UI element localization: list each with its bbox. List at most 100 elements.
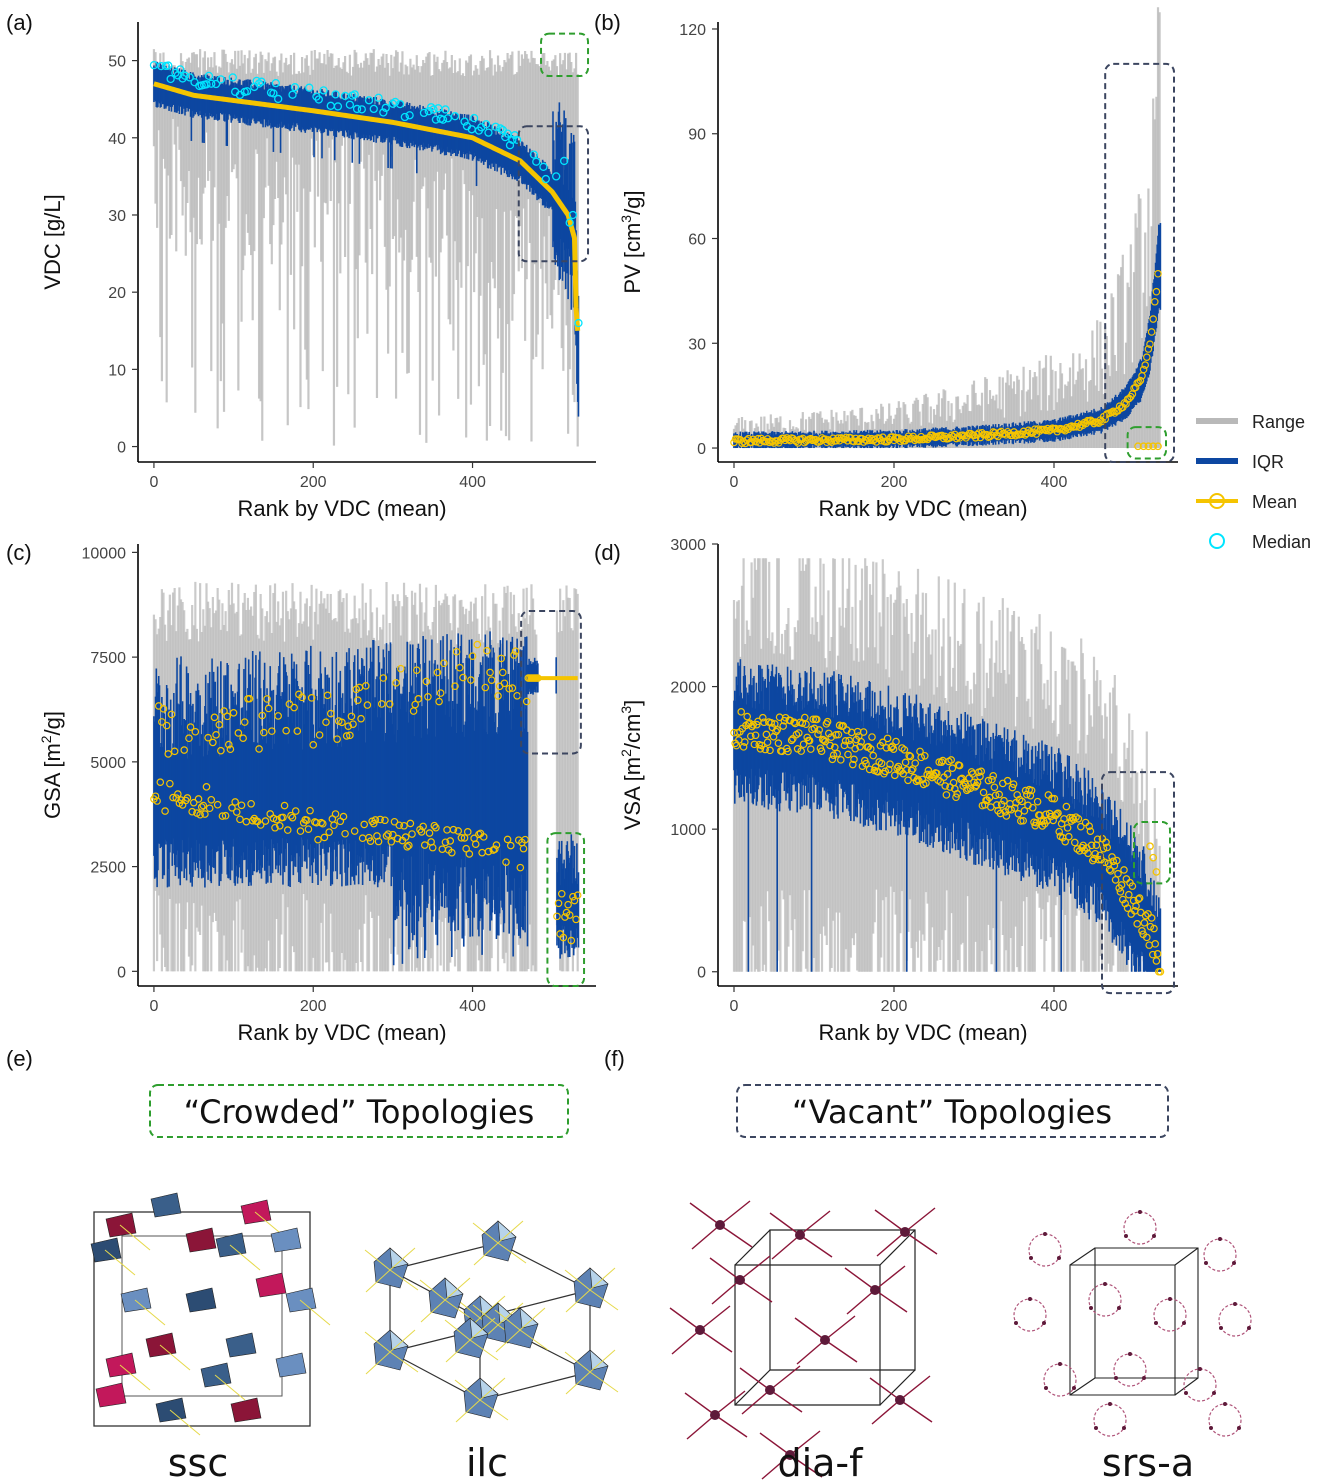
srs-a-ring [1203, 1238, 1237, 1272]
median-point [552, 172, 561, 181]
mean-point [432, 823, 440, 832]
mean-point [307, 694, 316, 702]
median-point [345, 100, 355, 109]
mean-point [342, 732, 351, 740]
ilc-link [589, 1267, 616, 1291]
y-tick-label: 0 [697, 965, 706, 982]
mean-point [170, 747, 179, 756]
mean-point [317, 818, 326, 827]
ssc-node-shape [200, 1362, 232, 1388]
mean-point [833, 749, 842, 758]
mean-point [878, 738, 887, 747]
mean-point [910, 436, 919, 445]
mean-point [341, 829, 349, 838]
mean-point [991, 791, 1000, 800]
mean-point [298, 693, 306, 702]
dia-f-link [799, 1210, 831, 1236]
mean-point [1152, 868, 1161, 876]
mean-point [1061, 837, 1070, 846]
mean-point [1149, 442, 1158, 451]
dia-f-link [874, 1265, 906, 1291]
ssc-link [229, 1244, 261, 1271]
mean-point [864, 742, 873, 751]
y-axis-title-part: VSA [m [620, 757, 645, 830]
median-point [541, 174, 550, 184]
mean-point [900, 745, 909, 754]
mean-point [1067, 422, 1076, 430]
mean-point [360, 820, 369, 829]
mean-point [318, 819, 327, 828]
srs-a-node [1232, 1261, 1236, 1265]
topology-name-dia-f: dia-f [777, 1441, 864, 1483]
mean-point [924, 766, 933, 775]
mean-point [1132, 902, 1140, 910]
y-tick-label: 20 [108, 285, 126, 302]
legend-range-label: Range [1252, 412, 1305, 432]
mean-point [877, 759, 886, 768]
srs-a-ring [1028, 1233, 1062, 1267]
median-point [469, 113, 479, 123]
mean-point [846, 741, 855, 749]
mean-point [754, 434, 762, 443]
mean-point [1146, 340, 1154, 349]
mean-point [1122, 400, 1130, 408]
median-point [481, 120, 491, 129]
mean-point [1077, 822, 1085, 831]
median-point [202, 80, 211, 89]
mean-point [1109, 407, 1118, 416]
mean-point [1020, 806, 1029, 815]
mean-point [850, 755, 858, 764]
mean-point [1090, 419, 1098, 428]
y-axis-title-part: /cm [620, 714, 645, 749]
topology-name-ilc: ilc [466, 1441, 508, 1483]
mean-point [333, 735, 341, 743]
mean-point [403, 842, 412, 851]
crowded-region-box [546, 832, 586, 987]
srs-a-node [1198, 1367, 1202, 1371]
mean-point [1143, 353, 1151, 361]
ilc-link [497, 1220, 524, 1244]
mean-point [400, 821, 408, 830]
mean-point [984, 776, 993, 785]
mean-point [231, 798, 239, 806]
mean-point [844, 750, 852, 759]
mean-point [412, 666, 421, 674]
mean-point [260, 728, 268, 737]
legend-median-label: Median [1252, 532, 1311, 552]
y-tick-label: 10000 [82, 545, 127, 562]
mean-point [487, 676, 496, 684]
mean-point [892, 737, 900, 746]
y-tick-label: 50 [108, 54, 126, 71]
mean-point [304, 825, 313, 833]
x-tick-label: 200 [881, 998, 908, 1015]
dia-f-link [899, 1375, 931, 1401]
mean-point [408, 830, 416, 838]
mean-point [435, 697, 443, 706]
ilc-link [420, 1299, 446, 1323]
y-axis-title: PV [cm3/g] [618, 190, 645, 293]
ilc-link [469, 1317, 496, 1341]
mean-point [196, 810, 204, 819]
median-point [391, 97, 400, 107]
srs-a-node [1218, 1237, 1222, 1241]
srs-a-node [1212, 1391, 1216, 1395]
median-point [254, 79, 264, 88]
mean-point [832, 731, 840, 739]
mean-point [322, 718, 330, 726]
mean-point [1139, 442, 1148, 451]
mean-point [1125, 890, 1133, 899]
mean-point [906, 752, 915, 761]
ilc-node-facet [444, 1277, 464, 1299]
ssc-node-shape [240, 1199, 272, 1225]
mean-point [779, 434, 788, 443]
median-point [216, 75, 225, 84]
mean-point [920, 751, 929, 760]
legend-iqr-label: IQR [1252, 452, 1284, 472]
mean-point [494, 692, 502, 700]
dia-f-link [874, 1209, 906, 1233]
mean-point [1099, 844, 1108, 853]
mean-point [452, 647, 461, 656]
mean-point [245, 694, 254, 703]
mean-point [441, 838, 450, 847]
